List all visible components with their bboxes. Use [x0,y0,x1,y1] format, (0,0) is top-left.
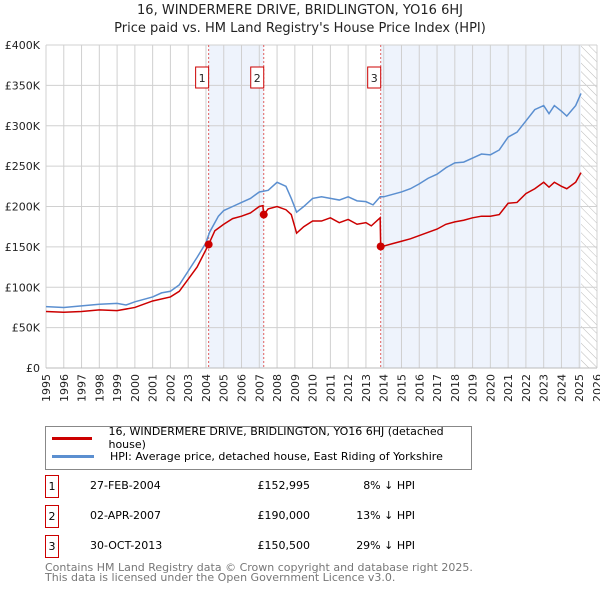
x-tick-label: 2024 [555,374,568,402]
x-tick-label: 2015 [395,374,408,402]
legend-item-hpi: HPI: Average price, detached house, East… [52,448,443,464]
sale-marker-box [250,66,265,89]
y-tick-label: £150K [5,241,41,254]
y-tick-label: £100K [5,281,41,294]
x-tick-label: 2020 [484,374,497,402]
x-tick-label: 2019 [467,374,480,402]
hpi-line [45,93,582,309]
x-tick-label: 2011 [324,374,337,402]
sale-marker-box [367,66,382,89]
x-tick-label: 2026 [591,374,600,402]
sale-row: 2 02-APR-2007 £190,000 13% ↓ HPI [45,505,445,529]
sale-hpi-diff: 8% ↓ HPI [363,479,415,492]
x-tick-label: 2002 [164,374,177,402]
sale-date: 30-OCT-2013 [90,539,163,552]
legend: 16, WINDERMERE DRIVE, BRIDLINGTON, YO16 … [45,425,472,470]
chart-subtitle: Price paid vs. HM Land Registry's House … [114,21,486,36]
sale-hpi-diff: 29% ↓ HPI [356,539,415,552]
legend-item-property: 16, WINDERMERE DRIVE, BRIDLINGTON, YO16 … [52,425,471,451]
sale-marker-label: 3 [371,72,378,85]
legend-label: 16, WINDERMERE DRIVE, BRIDLINGTON, YO16 … [108,425,444,451]
x-tick-label: 2003 [182,374,195,402]
y-tick-label: £200K [5,201,41,214]
sale-row: 1 27-FEB-2004 £152,995 8% ↓ HPI [45,475,445,499]
y-tick-label: £50K [12,322,41,335]
x-tick-label: 2006 [236,374,249,402]
x-tick-label: 2013 [360,374,373,402]
legend-label: HPI: Average price, detached house, East… [110,449,443,463]
footer-licence: This data is licensed under the Open Gov… [45,571,396,584]
sale-hpi-diff: 13% ↓ HPI [356,509,415,522]
sale-marker-label: 1 [199,72,206,85]
x-tick-label: 2025 [573,374,586,402]
sale-point [259,210,268,219]
y-tick-label: £0 [26,362,40,375]
x-tick-label: 2007 [253,374,266,402]
x-tick-label: 1995 [40,374,53,402]
sale-row: 3 30-OCT-2013 £150,500 29% ↓ HPI [45,535,445,559]
plot-area: 1995 1996 1997 1998 1999 2000 2001 2002 2003 2004… [5,39,600,402]
x-tick-label: 2000 [129,374,142,402]
x-tick-label: 1998 [93,374,106,402]
sale-point [204,240,213,249]
y-tick-label: £250K [5,160,41,173]
x-tick-label: 2001 [147,374,160,402]
price-paid-line [45,172,582,314]
x-tick-label: 2010 [307,374,320,402]
x-tick-label: 2023 [538,374,551,402]
x-tick-label: 2018 [449,374,462,402]
chart-title: 16, WINDERMERE DRIVE, BRIDLINGTON, YO16 … [137,3,463,18]
sale-price: £150,500 [257,539,311,552]
x-tick-label: 2009 [289,374,302,402]
sale-price: £190,000 [257,509,311,522]
y-tick-label: £350K [5,79,41,92]
sale-marker-label: 3 [45,535,59,558]
sale-marker-label: 2 [254,72,261,85]
sale-price: £152,995 [257,479,311,492]
sale-marker-box [195,66,210,89]
sale-point [376,242,385,251]
y-tick-label: £400K [5,39,41,52]
legend-swatch-red [52,436,93,440]
sale-marker-label: 1 [45,475,59,498]
x-tick-label: 2021 [502,374,515,402]
sale-date: 27-FEB-2004 [90,479,161,492]
sale-marker-label: 2 [45,505,59,528]
sale-date: 02-APR-2007 [90,509,162,522]
x-tick-label: 2012 [342,374,355,402]
x-tick-label: 2016 [413,374,426,402]
legend-swatch-blue [52,454,94,458]
x-tick-label: 2022 [520,374,533,402]
x-tick-label: 2014 [378,374,391,402]
y-tick-label: £300K [5,120,41,133]
x-tick-label: 2008 [271,374,284,402]
x-tick-label: 2005 [218,374,231,402]
x-tick-label: 1997 [76,374,89,402]
x-tick-label: 2004 [200,374,213,402]
x-tick-label: 1999 [111,374,124,402]
x-tick-label: 2017 [431,374,444,402]
x-tick-label: 1996 [58,374,71,402]
footer-copyright: Contains HM Land Registry data © Crown c… [45,561,473,574]
